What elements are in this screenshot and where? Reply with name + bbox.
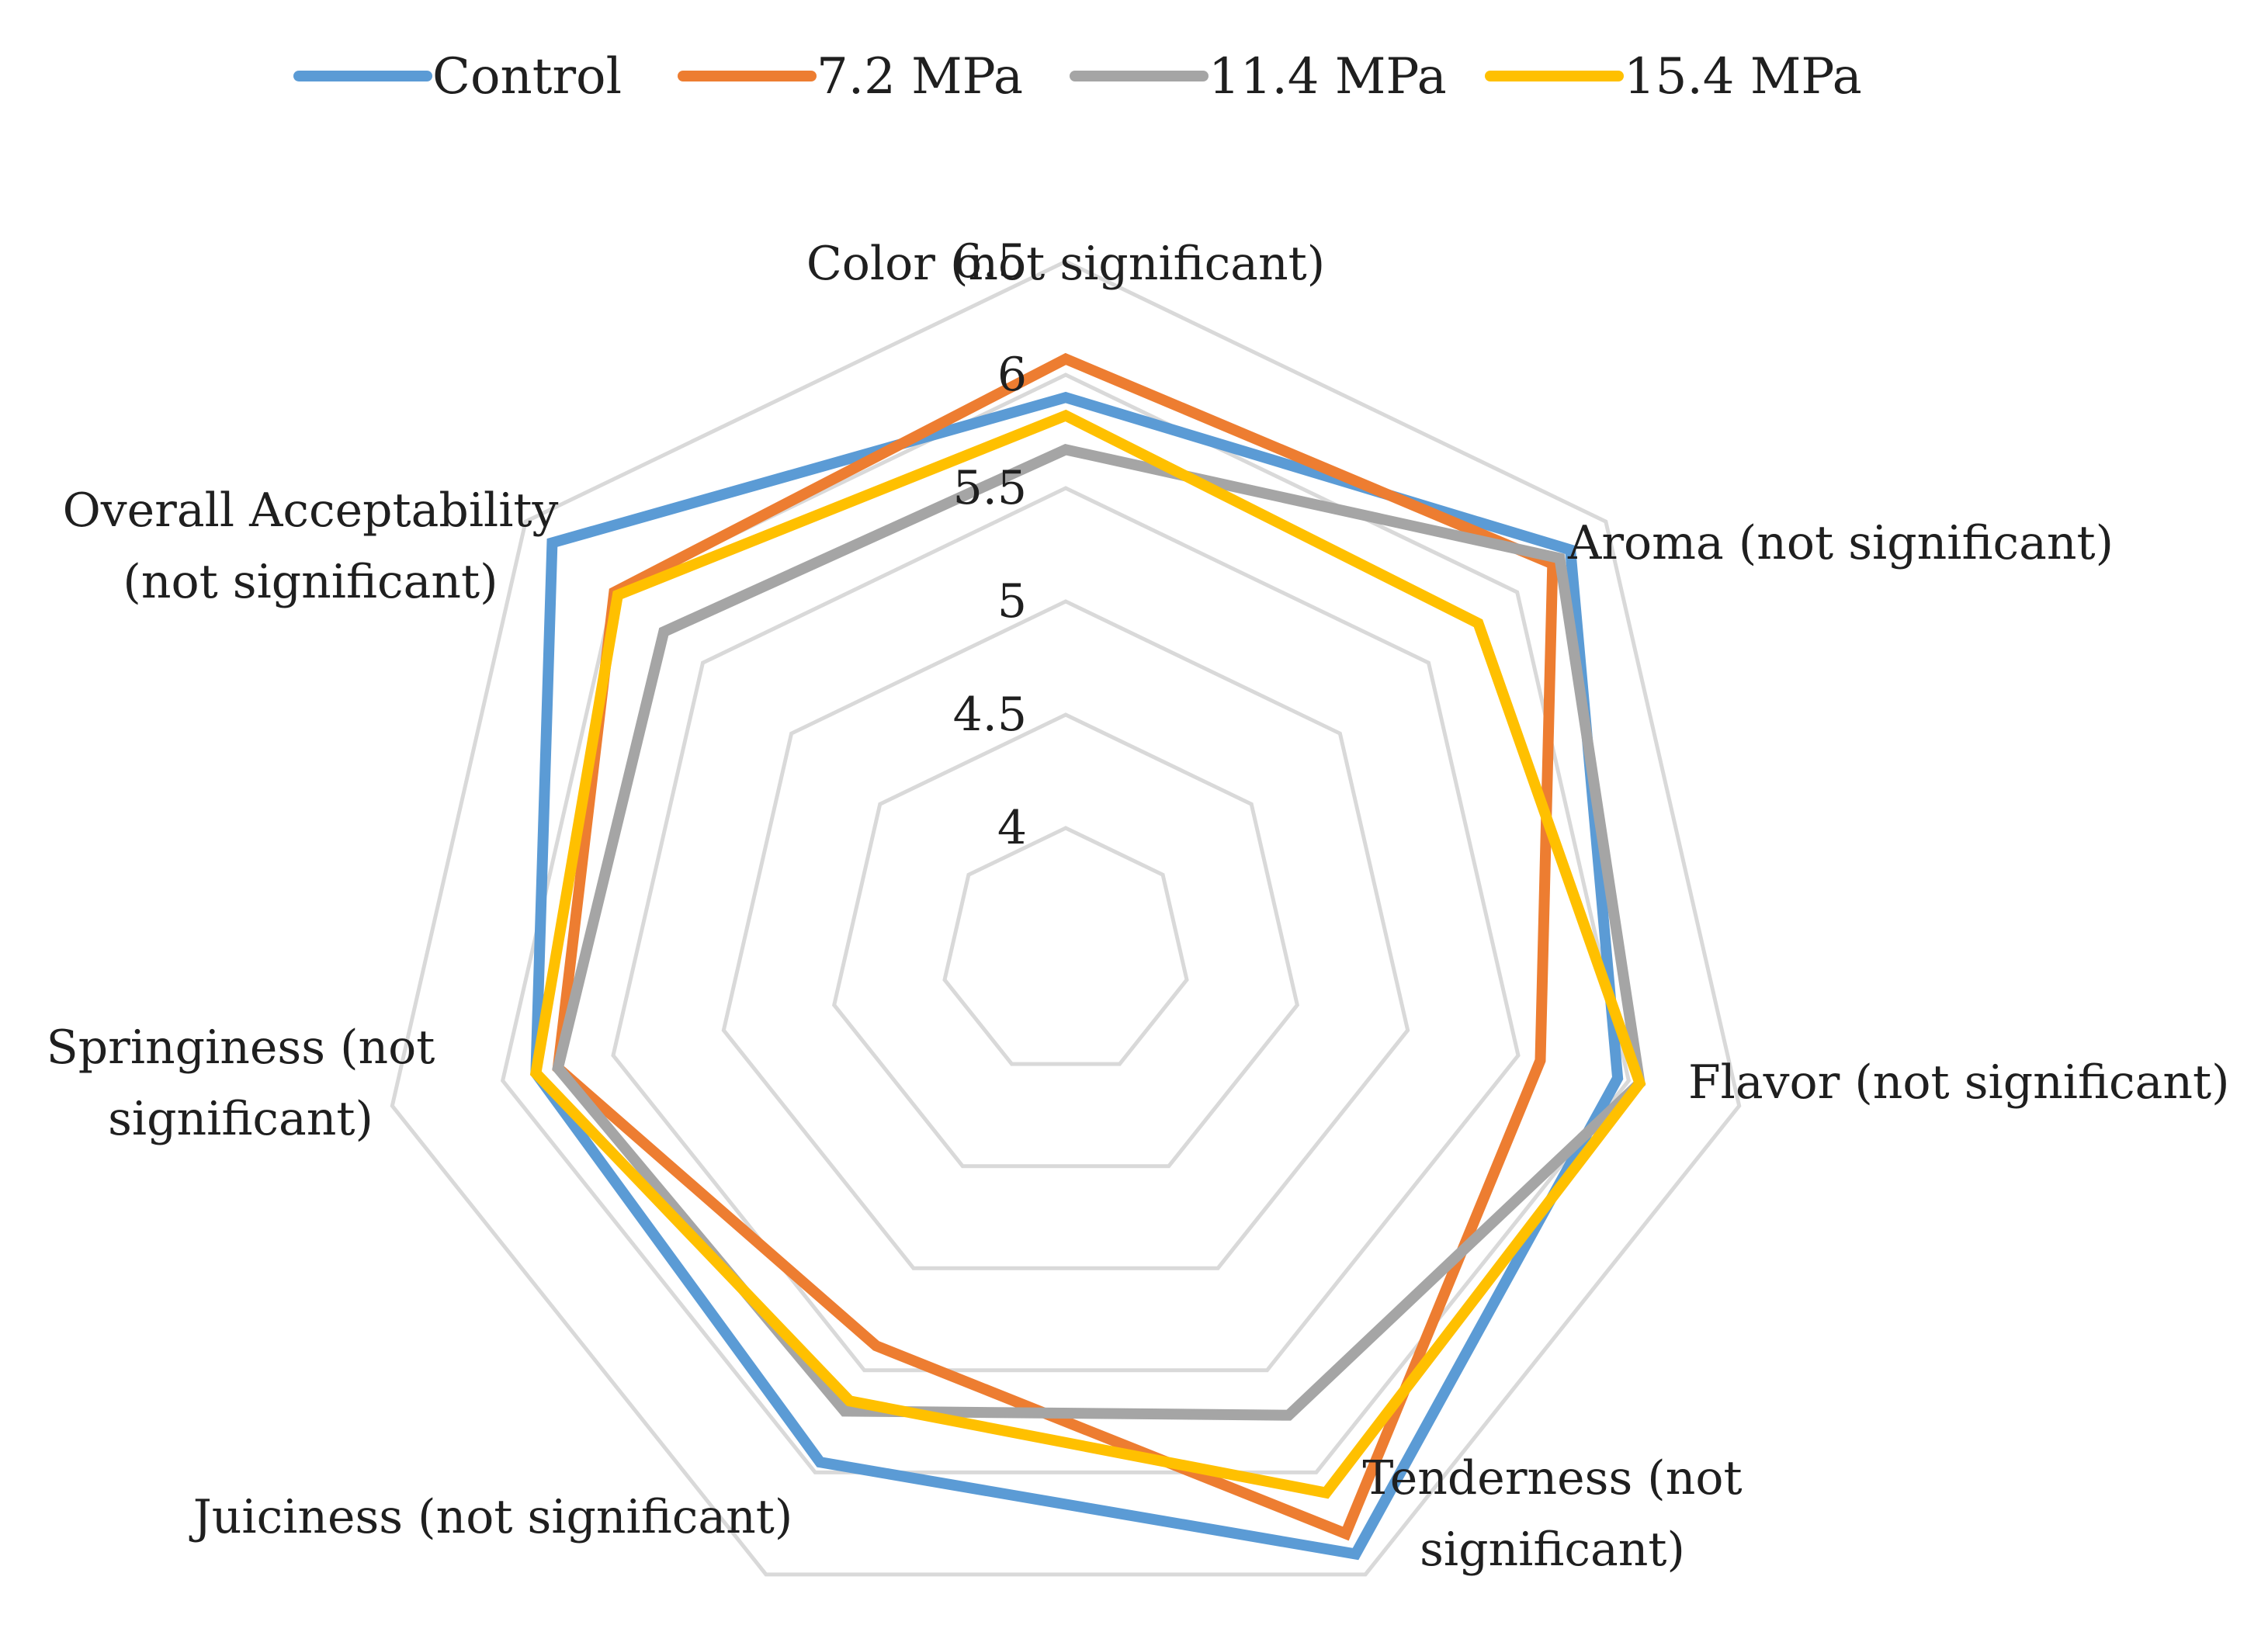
series-line-15-4-mpa bbox=[529, 409, 1646, 1499]
axis-label-flavor: Flavor (not significant) bbox=[1688, 1055, 2230, 1110]
axis-label-overall-acceptability: Overall Acceptability (not significant) bbox=[63, 483, 559, 609]
axis-label-juiciness: Juiciness (not significant) bbox=[189, 1490, 793, 1544]
axis-label-springiness: Springiness (not significant) bbox=[47, 1020, 435, 1146]
legend: Control 7.2 MPa 11.4 MPa 15.4 MPa bbox=[293, 48, 1862, 106]
axis-label-tenderness: Tenderness (not significant) bbox=[1362, 1451, 1742, 1577]
axis-label-aroma: Aroma (not significant) bbox=[1567, 516, 2114, 570]
series-group bbox=[529, 352, 1646, 1561]
series-line-7-2-mpa bbox=[552, 352, 1559, 1541]
radar-grid bbox=[390, 259, 1742, 1577]
tick-label: 4 bbox=[997, 801, 1027, 855]
grid-ring-1 bbox=[831, 712, 1300, 1169]
grid-ring-5 bbox=[390, 259, 1742, 1577]
tick-label: 5 bbox=[997, 574, 1027, 629]
grid-ring-0 bbox=[942, 826, 1189, 1066]
grid-ring-3 bbox=[611, 486, 1521, 1373]
axis-label-color: Color (not significant) bbox=[806, 237, 1325, 291]
series-line-11-4-mpa bbox=[552, 444, 1646, 1421]
legend-label-7-2-mpa: 7.2 MPa bbox=[817, 48, 1023, 106]
legend-label-15-4-mpa: 15.4 MPa bbox=[1624, 48, 1862, 106]
legend-label-control: Control bbox=[432, 48, 622, 106]
tick-label: 4.5 bbox=[953, 688, 1027, 742]
grid-ring-2 bbox=[721, 599, 1410, 1270]
axis-labels: Color (not significant) Aroma (not signif… bbox=[47, 237, 2230, 1577]
tick-label: 6 bbox=[997, 348, 1027, 402]
tick-labels: 4 4.5 5 5.5 6 6.5 bbox=[953, 234, 1027, 855]
tick-label: 6.5 bbox=[953, 234, 1027, 289]
grid-ring-4 bbox=[500, 372, 1632, 1474]
legend-label-11-4-mpa: 11.4 MPa bbox=[1209, 48, 1447, 106]
series-line-control bbox=[530, 391, 1624, 1561]
tick-label: 5.5 bbox=[953, 461, 1027, 515]
